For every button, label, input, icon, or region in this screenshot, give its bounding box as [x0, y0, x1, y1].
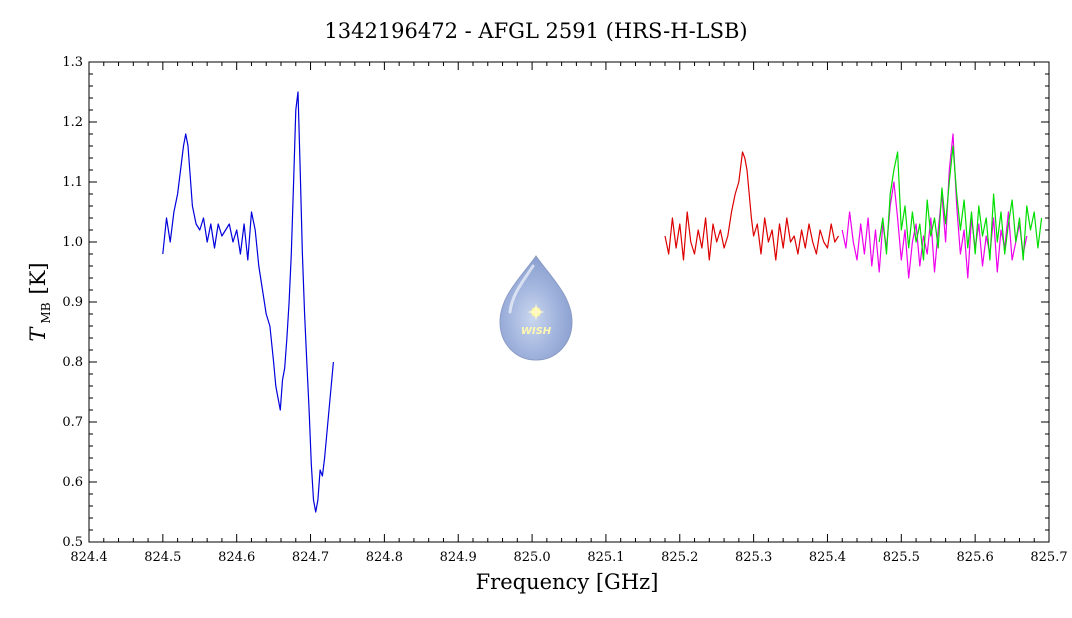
y-tick-label: 0.6	[62, 475, 83, 490]
series-line-2	[664, 151, 840, 261]
x-tick-label: 825.0	[513, 550, 550, 565]
series-layer	[162, 91, 1043, 513]
y-axis-label: T MB [K]	[26, 262, 54, 341]
y-axis-label-sub: MB	[39, 302, 53, 323]
x-tick-label: 825.5	[883, 550, 920, 565]
x-tick-label: 825.1	[587, 550, 624, 565]
axis-ticks	[88, 61, 1050, 543]
y-axis-label-unit: [K]	[26, 262, 50, 294]
x-axis-label: Frequency [GHz]	[476, 570, 659, 594]
y-axis-label-main: T	[26, 326, 50, 342]
x-tick-label: 824.6	[218, 550, 255, 565]
wish-logo: WISH	[499, 255, 573, 361]
svg-text:T MB [K]: T MB [K]	[26, 262, 54, 341]
chart-title: 1342196472 - AFGL 2591 (HRS-H-LSB)	[324, 19, 747, 43]
y-tick-label: 1.3	[62, 55, 83, 70]
water-drop-highlight	[508, 264, 535, 314]
y-tick-label: 0.8	[62, 355, 83, 370]
y-tick-label: 0.5	[62, 535, 83, 550]
x-tick-labels: 824.4 824.5 824.6 824.7 824.8 824.9 825.0 825.1…	[70, 550, 1067, 565]
x-tick-label: 825.3	[735, 550, 772, 565]
plot-frame	[88, 61, 1050, 543]
x-tick-label: 824.4	[70, 550, 107, 565]
x-tick-label: 824.7	[292, 550, 329, 565]
y-tick-label: 1.0	[62, 235, 83, 250]
y-tick-label: 0.7	[62, 415, 83, 430]
series-line-4	[878, 145, 1043, 261]
y-tick-label: 1.1	[62, 175, 83, 190]
x-tick-label: 825.2	[661, 550, 698, 565]
x-tick-label: 825.6	[957, 550, 994, 565]
x-tick-label: 825.4	[809, 550, 846, 565]
logo-text: WISH	[521, 326, 552, 337]
star-icon	[527, 303, 545, 321]
y-tick-label: 1.2	[62, 115, 83, 130]
series-line-3	[841, 133, 1028, 279]
x-tick-label: 824.5	[144, 550, 181, 565]
x-tick-label: 824.9	[440, 550, 477, 565]
series-line-1	[162, 91, 334, 513]
x-tick-label: 824.8	[366, 550, 403, 565]
y-tick-labels: 0.5 0.6 0.7 0.8 0.9 1.0 1.1 1.2 1.3	[62, 55, 83, 550]
x-tick-label: 825.7	[1030, 550, 1067, 565]
y-tick-label: 0.9	[62, 295, 83, 310]
